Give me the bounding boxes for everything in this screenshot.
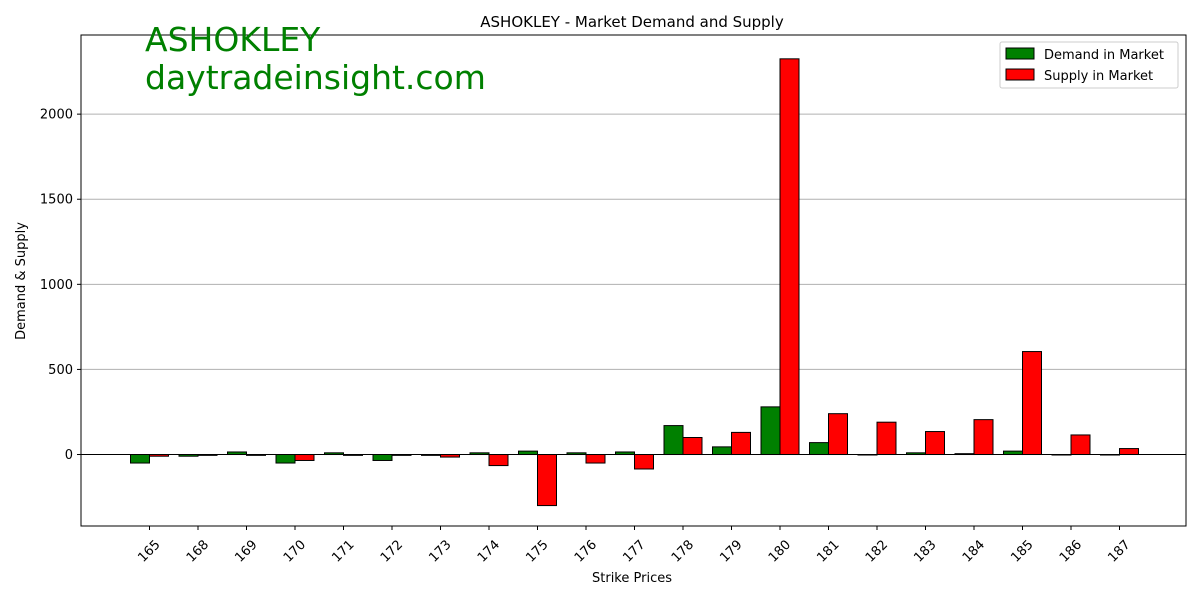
x-tick-label: 186 bbox=[1057, 537, 1085, 565]
supply-bar bbox=[294, 454, 315, 461]
supply-bar bbox=[1022, 351, 1042, 456]
supply-bar bbox=[585, 454, 606, 464]
legend-swatch-supply bbox=[1005, 68, 1035, 81]
supply-bar bbox=[537, 454, 557, 507]
legend-box bbox=[999, 41, 1179, 89]
x-tick-label: 183 bbox=[911, 537, 939, 565]
x-tick-label: 182 bbox=[863, 537, 891, 565]
x-tick-label: 172 bbox=[378, 537, 406, 565]
demand-bar bbox=[130, 454, 150, 464]
x-tick-label: 180 bbox=[766, 537, 794, 565]
x-tick-label: 187 bbox=[1105, 537, 1133, 565]
chart-title: ASHOKLEY - Market Demand and Supply bbox=[480, 13, 784, 31]
x-tick-label: 185 bbox=[1008, 537, 1036, 565]
supply-bar bbox=[1119, 448, 1139, 456]
demand-bar bbox=[663, 425, 684, 456]
supply-bar bbox=[828, 413, 848, 456]
supply-bar bbox=[682, 437, 703, 456]
y-axis-ticks: 0 500 1000 1500 2000 bbox=[40, 108, 81, 463]
x-tick-label: 170 bbox=[281, 537, 309, 565]
supply-bar bbox=[488, 454, 509, 467]
supply-bar bbox=[731, 431, 751, 456]
y-tick-label: 500 bbox=[48, 363, 73, 378]
y-axis-label: Demand & Supply bbox=[14, 222, 29, 340]
y-tick-label: 0 bbox=[65, 448, 73, 463]
x-tick-label: 165 bbox=[135, 537, 163, 565]
supply-bar bbox=[925, 431, 945, 456]
x-tick-label: 178 bbox=[669, 537, 697, 565]
x-tick-label: 176 bbox=[572, 537, 600, 565]
x-tick-label: 181 bbox=[814, 537, 842, 565]
x-tick-label: 171 bbox=[329, 537, 357, 565]
y-tick-label: 1500 bbox=[40, 193, 73, 208]
watermark-site: daytradeinsight.com bbox=[145, 58, 486, 97]
demand-bar bbox=[1003, 450, 1023, 456]
demand-bar bbox=[809, 442, 829, 456]
demand-bar bbox=[275, 454, 296, 464]
y-tick-label: 2000 bbox=[40, 108, 73, 123]
x-tick-label: 175 bbox=[523, 537, 551, 565]
legend: Demand in Market Supply in Market bbox=[999, 41, 1179, 89]
y-tick-label: 1000 bbox=[40, 278, 73, 293]
x-tick-label: 179 bbox=[717, 537, 745, 565]
demand-bar bbox=[518, 450, 538, 456]
x-axis-label: Strike Prices bbox=[592, 571, 672, 586]
x-tick-label: 174 bbox=[475, 537, 503, 565]
watermark-symbol: ASHOKLEY bbox=[145, 20, 321, 59]
supply-bar bbox=[973, 419, 994, 456]
plot-area bbox=[81, 35, 1186, 526]
x-tick-label: 168 bbox=[184, 537, 212, 565]
x-tick-label: 177 bbox=[620, 537, 648, 565]
legend-swatch-demand bbox=[1005, 47, 1035, 60]
x-tick-label: 184 bbox=[960, 537, 988, 565]
plot-frame bbox=[80, 34, 1187, 527]
x-tick-label: 169 bbox=[232, 537, 260, 565]
supply-bar bbox=[1070, 434, 1091, 456]
supply-bar bbox=[779, 58, 800, 456]
legend-label-supply: Supply in Market bbox=[1044, 69, 1153, 84]
supply-bar bbox=[634, 454, 654, 470]
demand-bar bbox=[712, 446, 732, 456]
legend-label-demand: Demand in Market bbox=[1044, 48, 1164, 63]
supply-bar bbox=[876, 421, 897, 456]
demand-bar bbox=[760, 406, 781, 456]
x-axis-ticks: 165 168 169 170 171 172 173 174 175 176 177 178 179 1… bbox=[135, 526, 1134, 566]
demand-bar bbox=[372, 454, 393, 461]
x-tick-label: 173 bbox=[426, 537, 454, 565]
